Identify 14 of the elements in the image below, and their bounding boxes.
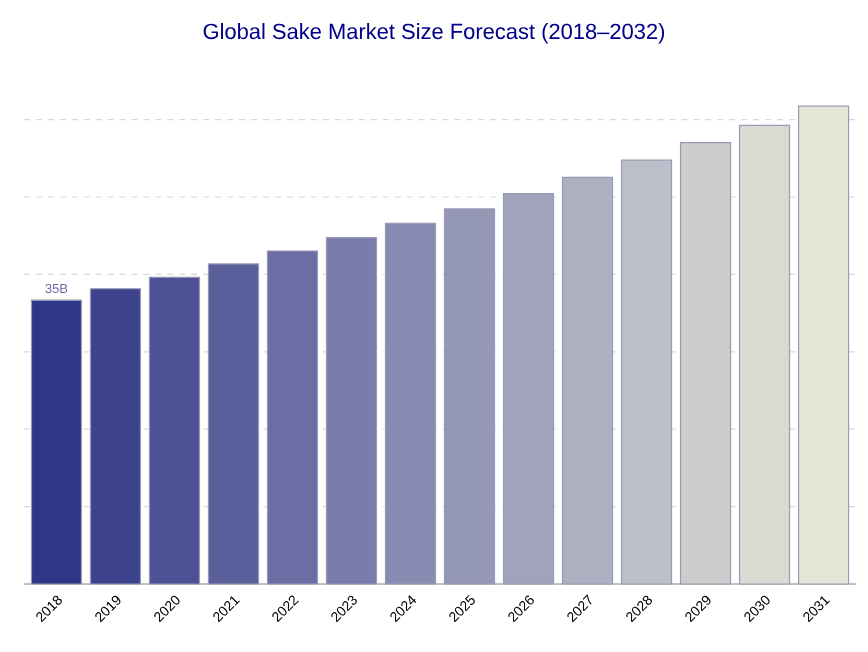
bar xyxy=(148,276,201,585)
bar xyxy=(384,222,437,585)
bar xyxy=(89,288,142,585)
bar xyxy=(30,299,83,585)
chart-title: Global Sake Market Size Forecast (2018–2032) xyxy=(203,23,665,44)
bar xyxy=(561,176,614,585)
bar xyxy=(679,141,732,585)
bar xyxy=(797,105,850,585)
bar xyxy=(620,159,673,585)
bar xyxy=(266,250,319,585)
bar xyxy=(443,208,496,585)
bar xyxy=(502,193,555,585)
bar xyxy=(207,263,260,585)
bar xyxy=(325,237,378,585)
